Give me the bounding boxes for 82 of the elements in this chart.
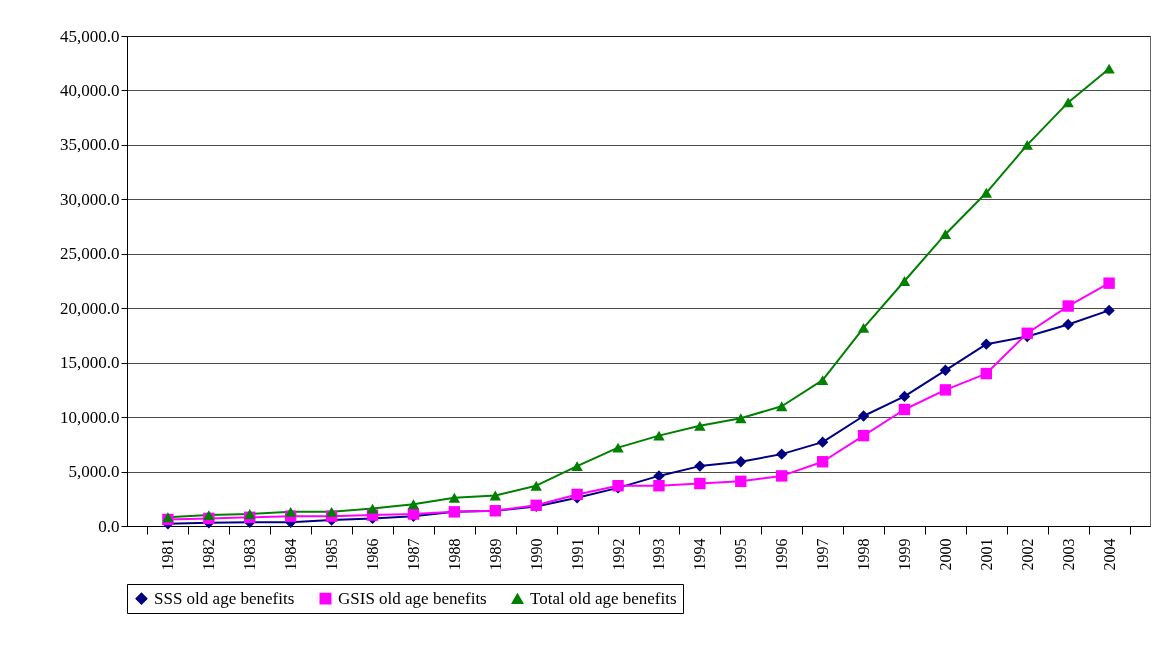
y-tick-label: 10,000.0 — [60, 407, 120, 427]
point — [653, 480, 665, 492]
x-tick-label: 1991 — [568, 538, 586, 571]
point — [939, 364, 952, 376]
point — [366, 503, 379, 514]
x-tick-label: 1996 — [773, 538, 791, 571]
x-tick-label: 2001 — [977, 538, 995, 571]
y-tick-label: 20,000.0 — [60, 298, 120, 318]
legend-label: SSS old age benefits — [154, 588, 295, 608]
x-tick-label: 1993 — [650, 538, 668, 571]
point — [1062, 300, 1074, 312]
x-tick-label: 1998 — [855, 538, 873, 571]
point — [776, 470, 788, 482]
point — [1103, 277, 1115, 289]
point — [203, 510, 215, 521]
x-tick-label: 1994 — [691, 538, 709, 571]
point — [735, 456, 747, 468]
x-tick-label: 1984 — [282, 538, 300, 571]
y-tick-label: 45,000.0 — [60, 26, 120, 46]
point — [407, 499, 420, 510]
y-tick-label: 40,000.0 — [60, 80, 120, 100]
point — [1103, 304, 1115, 317]
point — [980, 367, 993, 380]
x-tick-label: 1989 — [486, 538, 504, 571]
point — [530, 480, 542, 491]
point — [816, 436, 829, 448]
point — [898, 390, 911, 403]
point — [939, 384, 952, 396]
x-tick-label: 2003 — [1059, 538, 1077, 571]
x-tick-label: 1995 — [732, 538, 750, 571]
legend-label: GSIS old age benefits — [338, 588, 487, 608]
point — [653, 430, 665, 441]
point — [857, 429, 870, 442]
x-tick-label: 2002 — [1018, 538, 1036, 571]
point — [694, 460, 706, 472]
point — [244, 509, 256, 519]
point — [939, 229, 952, 240]
x-tick-label: 1983 — [241, 538, 259, 571]
x-tick-label: 1985 — [323, 538, 341, 571]
point — [325, 506, 338, 517]
point — [612, 442, 624, 453]
x-tick-label: 1986 — [364, 538, 382, 571]
x-tick-label: 2000 — [936, 538, 954, 571]
y-tick-label: 35,000.0 — [60, 135, 120, 155]
x-tick-label: 1982 — [200, 538, 218, 571]
point — [1021, 327, 1033, 339]
point — [776, 401, 788, 412]
y-tick-label: 15,000.0 — [60, 353, 120, 373]
x-tick-label: 1999 — [895, 538, 913, 571]
point — [980, 187, 993, 198]
point — [571, 461, 583, 472]
point — [898, 276, 911, 286]
point — [1103, 63, 1115, 74]
y-tick-label: 30,000.0 — [60, 189, 120, 209]
point — [489, 490, 501, 501]
x-tick-label: 1987 — [404, 538, 422, 571]
point — [1021, 139, 1033, 150]
point — [694, 420, 706, 431]
point — [735, 413, 747, 424]
point — [1062, 318, 1074, 331]
point — [694, 477, 706, 490]
x-tick-label: 1992 — [609, 538, 627, 571]
y-tick-label: 0.0 — [98, 516, 120, 536]
point — [816, 375, 829, 386]
y-tick-label: 25,000.0 — [60, 244, 120, 264]
x-tick-label: 1997 — [814, 538, 832, 571]
x-tick-label: 1981 — [159, 538, 177, 571]
point — [898, 403, 911, 416]
x-tick-label: 1990 — [527, 538, 545, 571]
x-tick-label: 1988 — [445, 538, 463, 571]
x-tick-label: 2004 — [1100, 538, 1118, 571]
point — [735, 475, 747, 488]
y-tick-label: 5,000.0 — [68, 462, 120, 482]
point — [980, 338, 993, 350]
point — [816, 456, 829, 468]
point — [1062, 97, 1074, 108]
point — [776, 448, 788, 460]
point — [857, 410, 870, 422]
point — [857, 322, 870, 333]
legend-label: Total old age benefits — [530, 588, 677, 608]
point — [448, 492, 461, 503]
point — [284, 506, 297, 517]
